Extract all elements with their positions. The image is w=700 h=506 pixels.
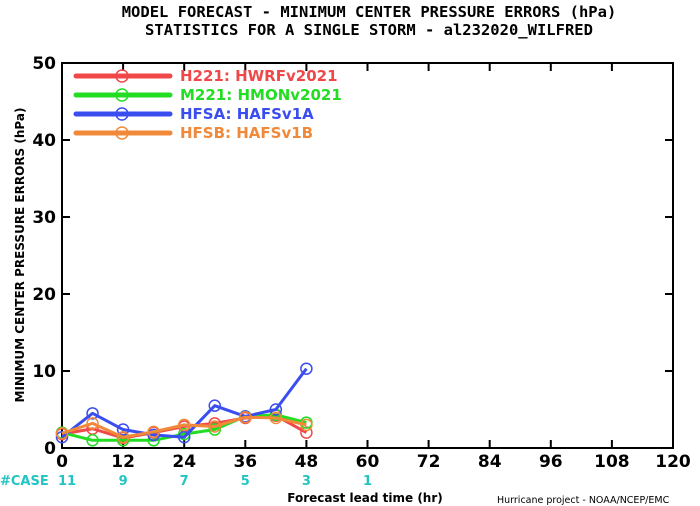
case-count-0: 11 [58, 474, 76, 489]
series-3-point-2 [116, 430, 130, 444]
series-2 [55, 362, 313, 444]
y-tick-label-4: 40 [32, 131, 56, 151]
series-layer [55, 362, 313, 447]
legend-label-1: M221: HMONv2021 [180, 86, 342, 104]
series-1-point-4 [177, 427, 191, 441]
series-3-point-6 [239, 410, 252, 424]
y-tick-label-3: 30 [32, 208, 56, 228]
series-2-point-5 [208, 399, 221, 412]
series-3-point-7 [269, 411, 283, 425]
legend-marker-0 [115, 69, 129, 83]
series-line-3 [61, 415, 307, 439]
x-tick-label-8: 96 [539, 452, 563, 472]
chart-subtitle: STATISTICS FOR A SINGLE STORM - al232020… [145, 21, 593, 39]
x-tick-label-6: 72 [417, 452, 441, 472]
legend-marker-2 [115, 107, 129, 121]
legend-label-3: HFSB: HAFSv1B [180, 124, 313, 142]
series-3-point-3 [147, 425, 160, 439]
y-tick-label-1: 10 [32, 362, 56, 382]
series-1-point-1 [86, 434, 99, 447]
legend-marker-1 [115, 88, 129, 102]
series-3-point-8 [300, 418, 313, 432]
plot-frame [61, 62, 674, 449]
x-tick-label-10: 120 [655, 452, 691, 472]
x-tick-label-1: 12 [111, 452, 135, 472]
y-tick-label-5: 50 [32, 54, 56, 74]
legend-marker-3 [115, 126, 129, 140]
axes: 0 12 24 36 48 60 72 84 96 108 120 0 10 20 30 40 50 [32, 54, 691, 472]
y-tick-label-2: 20 [32, 285, 56, 305]
series-line-1 [61, 413, 307, 442]
series-line-2 [61, 367, 308, 439]
case-count-2: 7 [180, 474, 189, 489]
series-3-point-1 [86, 417, 99, 430]
credit-text: Hurricane project - NOAA/NCEP/EMC [497, 495, 670, 506]
x-tick-label-4: 48 [295, 452, 319, 472]
case-label: #CASE [0, 474, 49, 489]
series-2-point-7 [269, 403, 283, 416]
chart-title: MODEL FORECAST - MINIMUM CENTER PRESSURE… [122, 3, 617, 21]
series-3-point-0 [55, 427, 69, 440]
series-2-point-4 [177, 430, 191, 444]
x-tick-label-7: 84 [478, 452, 502, 472]
case-count-5: 1 [363, 474, 372, 489]
x-tick-label-5: 60 [356, 452, 380, 472]
x-tick-label-2: 24 [172, 452, 196, 472]
series-2-point-3 [147, 428, 160, 442]
y-tick-label-0: 0 [44, 439, 56, 459]
x-axis-label: Forecast lead time (hr) [287, 491, 443, 505]
case-count-4: 3 [302, 474, 311, 489]
y-axis-label: MINIMUM CENTER PRESSURE ERRORS (hPa) [13, 108, 27, 403]
series-1-point-5 [208, 423, 221, 436]
legend-label-0: H221: HWRFv2021 [180, 67, 338, 85]
case-count-3: 5 [241, 474, 250, 489]
x-tick-label-9: 108 [594, 452, 630, 472]
case-counts: 11 9 7 5 3 1 [58, 474, 372, 489]
series-3-point-4 [177, 418, 191, 432]
case-count-1: 9 [119, 474, 128, 489]
series-2-point-1 [86, 407, 99, 420]
series-2-point-8 [300, 362, 313, 375]
x-tick-label-3: 36 [233, 452, 257, 472]
series-0-point-8 [300, 426, 313, 439]
series-3 [55, 410, 313, 444]
series-3-point-5 [208, 420, 221, 433]
x-tick-label-0: 0 [56, 452, 68, 472]
legend-label-2: HFSA: HAFSv1A [180, 105, 314, 123]
series-2-point-0 [55, 430, 69, 444]
series-2-point-2 [116, 423, 130, 436]
